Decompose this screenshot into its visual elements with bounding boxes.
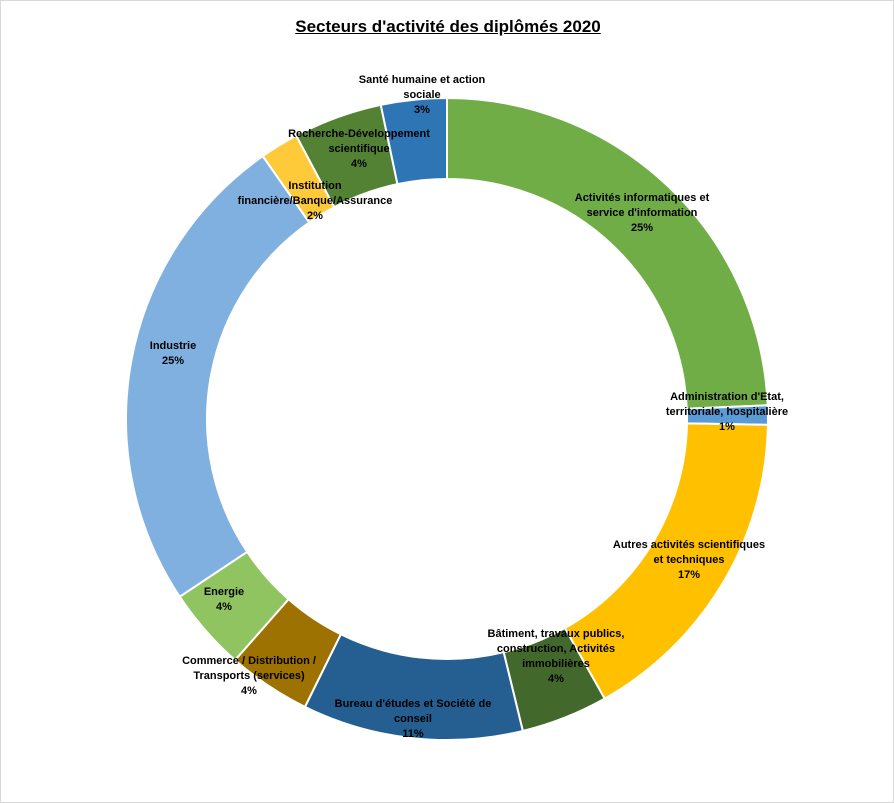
slice-percent: 4% — [351, 158, 367, 170]
slice-label-6: Energie 4% — [204, 586, 244, 613]
slice-percent: 17% — [678, 569, 700, 581]
donut-slice-10 — [379, 96, 448, 186]
slice-percent: 1% — [719, 421, 735, 433]
slice-category-line: Institution — [288, 180, 341, 192]
slice-category-line: Santé humaine et action — [359, 74, 486, 86]
donut-slice-0 — [446, 96, 769, 410]
slice-label-5: Commerce / Distribution / Transports (ser… — [182, 655, 316, 697]
donut-slices — [125, 96, 769, 741]
slice-label-7: Industrie 25% — [150, 340, 196, 367]
chart-title: Secteurs d'activité des diplômés 2020 — [295, 17, 601, 36]
slice-label-2: Autres activités scientifiques et techniq… — [613, 539, 765, 581]
slice-category-line: Industrie — [150, 340, 196, 352]
slice-category-line: Commerce / Distribution / — [182, 655, 316, 667]
slice-percent: 3% — [414, 104, 430, 116]
slice-category-line: Bureau d'études et Société de — [335, 698, 492, 710]
slice-category-line: conseil — [394, 713, 432, 725]
slice-label-8: Institution financière/Banque/Assurance 2% — [238, 180, 393, 222]
slice-category-line: Activités informatiques et — [575, 192, 710, 204]
slice-percent: 25% — [162, 355, 184, 367]
slice-percent: 11% — [402, 728, 424, 740]
slice-label-10: Santé humaine et action sociale 3% — [359, 74, 486, 116]
slice-labels: Activités informatiques et service d'info… — [150, 74, 788, 740]
slice-percent: 4% — [241, 685, 257, 697]
slice-category-line: construction, Activités — [497, 643, 615, 655]
slice-label-0: Activités informatiques et service d'info… — [575, 192, 710, 234]
slice-label-4: Bureau d'études et Société de conseil 11% — [335, 698, 492, 740]
slice-percent: 4% — [548, 673, 564, 685]
slice-category-line: sociale — [403, 89, 440, 101]
slice-percent: 4% — [216, 601, 232, 613]
slice-category-line: Administration d'Etat, — [670, 391, 784, 403]
slice-percent: 25% — [631, 222, 653, 234]
slice-category-line: Bâtiment, travaux publics, — [488, 628, 625, 640]
slice-category-line: Autres activités scientifiques — [613, 539, 765, 551]
slice-category-line: Recherche-Développement — [288, 128, 430, 140]
slice-category-line: Energie — [204, 586, 244, 598]
slice-label-3: Bâtiment, travaux publics, construction, … — [488, 628, 625, 685]
slice-category-line: immobilières — [522, 658, 590, 670]
slice-category-line: et techniques — [654, 554, 725, 566]
slice-category-line: financière/Banque/Assurance — [238, 195, 393, 207]
slice-category-line: scientifique — [328, 143, 389, 155]
slice-percent: 2% — [307, 210, 323, 222]
slice-category-line: service d'information — [587, 207, 698, 219]
slice-label-1: Administration d'Etat, territoriale, hosp… — [666, 391, 788, 433]
slice-label-9: Recherche-Développement scientifique 4% — [288, 128, 430, 170]
slice-category-line: Transports (services) — [193, 670, 305, 682]
slice-category-line: territoriale, hospitalière — [666, 406, 788, 418]
donut-slice-7 — [125, 154, 311, 599]
